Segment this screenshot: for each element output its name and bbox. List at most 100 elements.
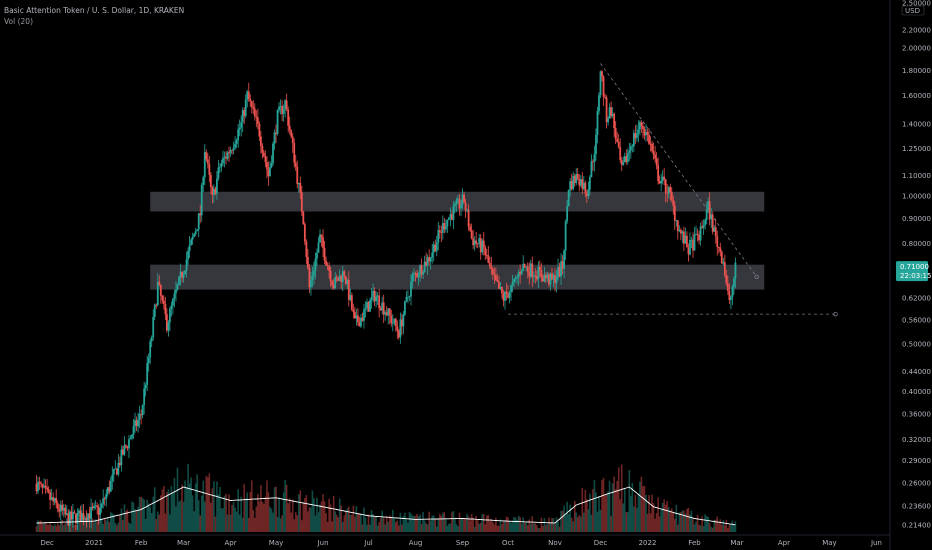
support-zone[interactable] (150, 264, 765, 290)
volume-bar (196, 474, 198, 532)
candle-body (79, 510, 82, 522)
volume-bar (79, 516, 82, 532)
volume-bar (210, 502, 212, 532)
volume-bar (689, 514, 691, 532)
candle-body (231, 150, 233, 151)
volume-bar (438, 513, 441, 532)
candle-body (261, 146, 264, 153)
volume-bar (455, 524, 458, 532)
volume-bar (589, 493, 591, 532)
candle-body (425, 261, 428, 266)
candle-body (670, 192, 673, 200)
volume-bar (555, 517, 558, 532)
volume-bar (429, 520, 432, 532)
candle-body (720, 251, 723, 264)
volume-bar (520, 523, 523, 532)
volume-bar (193, 511, 195, 532)
volume-bar (111, 513, 114, 532)
volume-bar (623, 488, 626, 532)
candle-body (473, 240, 476, 246)
volume-bar (146, 499, 148, 532)
candle-body (476, 243, 479, 245)
volume-bar (499, 519, 502, 532)
candle-body (413, 273, 415, 275)
candle-body (443, 223, 446, 230)
volume-indicator-label[interactable]: Vol (20) (4, 17, 34, 26)
volume-bar (100, 518, 103, 532)
time-axis[interactable]: Dec 2021 Feb Mar Apr May Jun Jul Aug Sep Oct Nov Dec… (40, 539, 882, 547)
candle-body (84, 517, 86, 520)
volume-bar (699, 525, 702, 532)
volume-bar (590, 514, 593, 532)
descending-trendline[interactable] (600, 63, 757, 278)
volume-bar (534, 523, 537, 532)
candle-body (458, 198, 461, 209)
time-axis-label: Sep (456, 539, 470, 547)
volume-bar (536, 525, 538, 532)
candle-body (279, 106, 282, 107)
candle-body (513, 279, 515, 283)
candle-body (696, 234, 699, 235)
volume-bar (734, 521, 737, 532)
volume-bar (113, 514, 115, 532)
candle-body (531, 263, 534, 278)
candle-body (134, 420, 136, 427)
support-level-line-handle[interactable] (833, 311, 838, 317)
descending-trendline-handle[interactable] (754, 274, 759, 279)
candle-body (692, 239, 694, 251)
candle-body (573, 175, 576, 183)
time-axis-label: May (269, 539, 283, 547)
candle-body (188, 245, 191, 251)
volume-bar (398, 525, 400, 532)
candle-body (714, 227, 717, 237)
symbol-title[interactable]: Basic Attention Token / U. S. Dollar, 1D… (4, 6, 185, 15)
current-price-badge[interactable] (896, 261, 928, 282)
volume-bar (203, 501, 206, 532)
candle-body (249, 98, 252, 102)
candle-body (369, 300, 371, 312)
price-axis-label: 0.90000 (902, 215, 931, 223)
candle-body (428, 257, 431, 262)
candle-body (485, 255, 488, 256)
currency-box[interactable] (901, 5, 925, 16)
candle-body (649, 143, 652, 145)
candle-body (690, 239, 693, 241)
current-price-value: 0.71000 (900, 263, 929, 271)
volume-bar (369, 524, 371, 532)
candle-body (639, 122, 641, 130)
volume-bar (476, 520, 479, 532)
volume-bar (419, 514, 421, 532)
candle-body (78, 510, 80, 514)
volume-bar (501, 523, 503, 532)
candle-body (429, 257, 432, 262)
candle-body (502, 293, 505, 301)
volume-bar (93, 522, 95, 532)
volume-bar (672, 512, 675, 532)
volume-bar (185, 487, 188, 532)
candle-body (212, 188, 215, 195)
candle-body (247, 91, 250, 99)
volume-bar (440, 515, 443, 532)
volume-bar (435, 526, 438, 532)
candle-body (582, 182, 585, 189)
candle-body (93, 505, 95, 509)
volume-bar (684, 513, 687, 532)
candle-body (464, 202, 467, 211)
time-axis-label: Feb (135, 539, 148, 547)
candle-body (460, 204, 462, 209)
candle-body (569, 181, 572, 190)
candle-body (200, 184, 203, 216)
volume-bar (96, 521, 98, 532)
candle-body (282, 108, 285, 114)
volume-bar (490, 518, 493, 532)
volume-bar (314, 515, 317, 532)
volume-bar (475, 515, 477, 532)
candle-body (626, 153, 629, 162)
volume-bar (116, 525, 118, 532)
volume-bar (495, 517, 497, 532)
candle-body (117, 462, 120, 475)
candle-body (711, 214, 714, 232)
volume-bar (564, 515, 567, 532)
